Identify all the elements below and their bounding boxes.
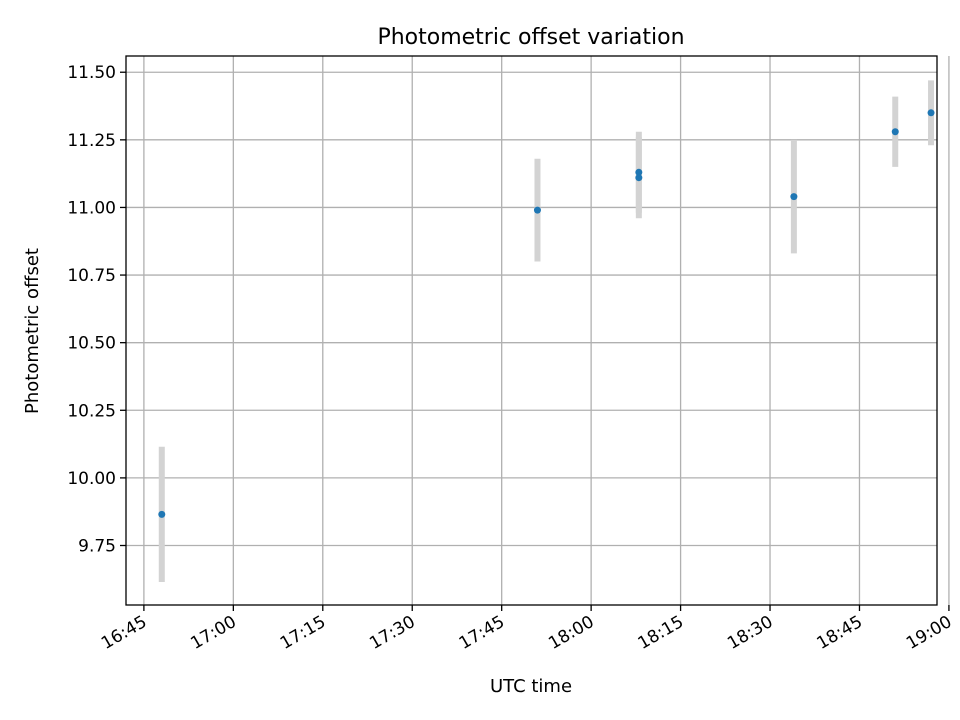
data-point [927, 109, 935, 117]
y-tick-label: 10.50 [67, 334, 116, 354]
data-point [635, 174, 643, 182]
x-tick-label: 16:45 [98, 612, 150, 654]
y-tick-label: 10.25 [67, 401, 116, 421]
y-tick-label: 11.50 [67, 63, 116, 83]
x-tick-label: 18:45 [814, 612, 866, 654]
y-axis-label: Photometric offset [22, 248, 43, 414]
data-point [891, 128, 899, 136]
data-point [635, 168, 643, 176]
data-points [158, 109, 935, 518]
chart-title: Photometric offset variation [377, 25, 684, 50]
x-tick-label: 17:45 [456, 612, 508, 654]
data-point [158, 510, 166, 518]
error-bars [158, 80, 935, 583]
x-axis-ticks: 16:45 17:00 17:15 17:30 17:45 18:00 18:15 18:30… [98, 605, 955, 654]
data-point [790, 193, 798, 201]
x-tick-label: 17:00 [187, 612, 239, 654]
y-tick-label: 10.00 [67, 469, 116, 489]
x-tick-label: 18:30 [724, 612, 776, 654]
x-tick-label: 18:00 [545, 612, 597, 654]
y-tick-label: 9.75 [78, 537, 116, 557]
data-point [533, 206, 541, 214]
y-axis-ticks: 9.75 10.00 10.25 10.50 10.75 11.00 11.25 11.50 [67, 63, 126, 557]
x-tick-label: 17:15 [277, 612, 329, 654]
x-axis-label: UTC time [490, 676, 572, 697]
plot-frame [125, 55, 938, 606]
grid-lines [126, 56, 950, 605]
x-tick-label: 19:00 [903, 612, 955, 654]
x-tick-label: 17:30 [366, 612, 418, 654]
y-tick-label: 11.25 [67, 131, 116, 151]
y-tick-label: 10.75 [67, 266, 116, 286]
y-tick-label: 11.00 [67, 198, 116, 218]
x-tick-label: 18:15 [635, 612, 687, 654]
